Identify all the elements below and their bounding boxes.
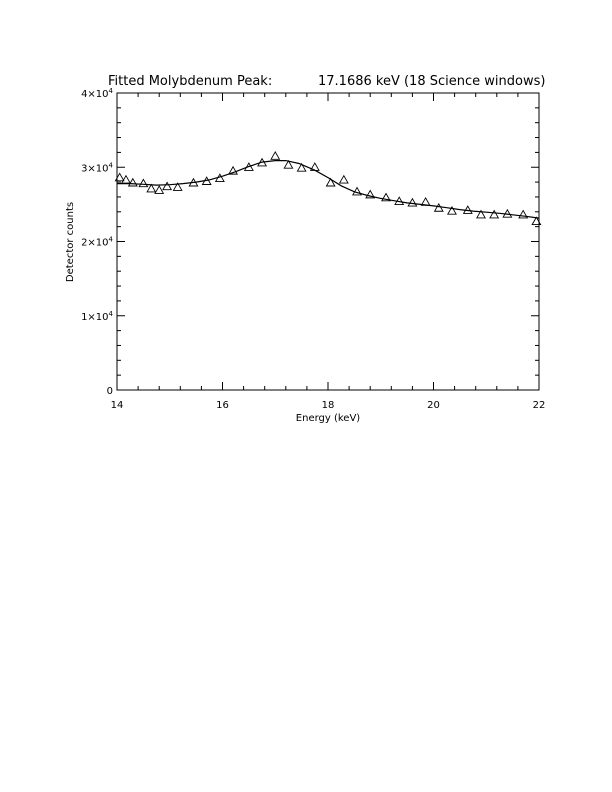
data-point-triangle [154, 185, 165, 194]
fit-curve-layer [117, 160, 540, 219]
y-tick-label: 1×104 [81, 310, 113, 323]
data-point-triangle [338, 174, 349, 184]
data-point-triangle [257, 157, 268, 167]
data-point-triangle [325, 177, 336, 187]
y-tick-label: 2×104 [81, 236, 113, 249]
data-point-triangle [114, 172, 125, 182]
y-tick-label-mantissa: 2×10 [81, 238, 108, 249]
chart-title-left: Fitted Molybdenum Peak: [108, 74, 272, 89]
data-point-triangle [127, 177, 138, 187]
x-tick-label: 16 [216, 400, 229, 411]
data-point-triangle [475, 209, 486, 219]
data-point-triangle [120, 174, 131, 184]
data-point-triangle [270, 151, 281, 160]
data-point-triangle [489, 209, 500, 219]
y-axis-label: Detector counts [65, 202, 76, 282]
y-tick-label-exponent: 4 [109, 236, 114, 244]
data-point-triangle [138, 178, 149, 188]
x-tick-label: 18 [322, 400, 335, 411]
data-point-triangle [228, 165, 239, 175]
data-point-triangle [420, 197, 431, 206]
data-point-triangle [531, 216, 542, 226]
data-point-triangle [188, 177, 199, 187]
y-tick-label-mantissa: 3×10 [81, 163, 108, 174]
data-point-triangle [162, 181, 173, 191]
plot-area [116, 92, 540, 391]
data-point-triangle [502, 208, 513, 218]
y-tick-label: 4×104 [81, 87, 113, 100]
x-axis-label: Energy (keV) [296, 413, 361, 424]
y-tick-label: 3×104 [81, 161, 113, 174]
x-tick-label: 14 [111, 400, 124, 411]
data-point-triangle [394, 196, 405, 206]
y-tick-label-mantissa: 0 [107, 386, 113, 397]
data-point-triangle [352, 186, 362, 196]
data-point-triangle [309, 162, 320, 171]
x-tick-label: 20 [427, 400, 440, 411]
data-point-triangle [407, 197, 418, 207]
data-point-triangle [365, 189, 376, 199]
data-point-triangle [296, 162, 307, 172]
data-point-triangle [146, 183, 157, 193]
y-tick-label-exponent: 4 [109, 310, 114, 318]
x-tick-label: 22 [533, 400, 546, 411]
chart-title: Fitted Molybdenum Peak: 17.1686 keV (18 … [108, 74, 545, 89]
data-points-layer [114, 151, 542, 226]
y-tick-label-exponent: 4 [109, 161, 114, 169]
y-tick-label: 0 [107, 386, 113, 397]
data-point-triangle [172, 182, 183, 191]
y-tick-label-exponent: 4 [109, 87, 114, 95]
data-point-triangle [446, 205, 457, 215]
data-point-triangle [433, 202, 444, 212]
data-point-triangle [518, 209, 529, 219]
data-point-triangle [243, 162, 254, 171]
chart-title-right: 17.1686 keV (18 Science windows) [318, 74, 545, 89]
fit-curve [117, 160, 540, 219]
y-tick-label-mantissa: 1×10 [81, 312, 108, 323]
data-point-triangle [283, 159, 294, 169]
y-tick-label-mantissa: 4×10 [81, 89, 108, 100]
data-point-triangle [462, 205, 473, 214]
data-point-triangle [214, 173, 225, 182]
axis-ticks [116, 92, 540, 391]
data-point-triangle [201, 176, 212, 185]
data-point-triangle [381, 192, 392, 202]
